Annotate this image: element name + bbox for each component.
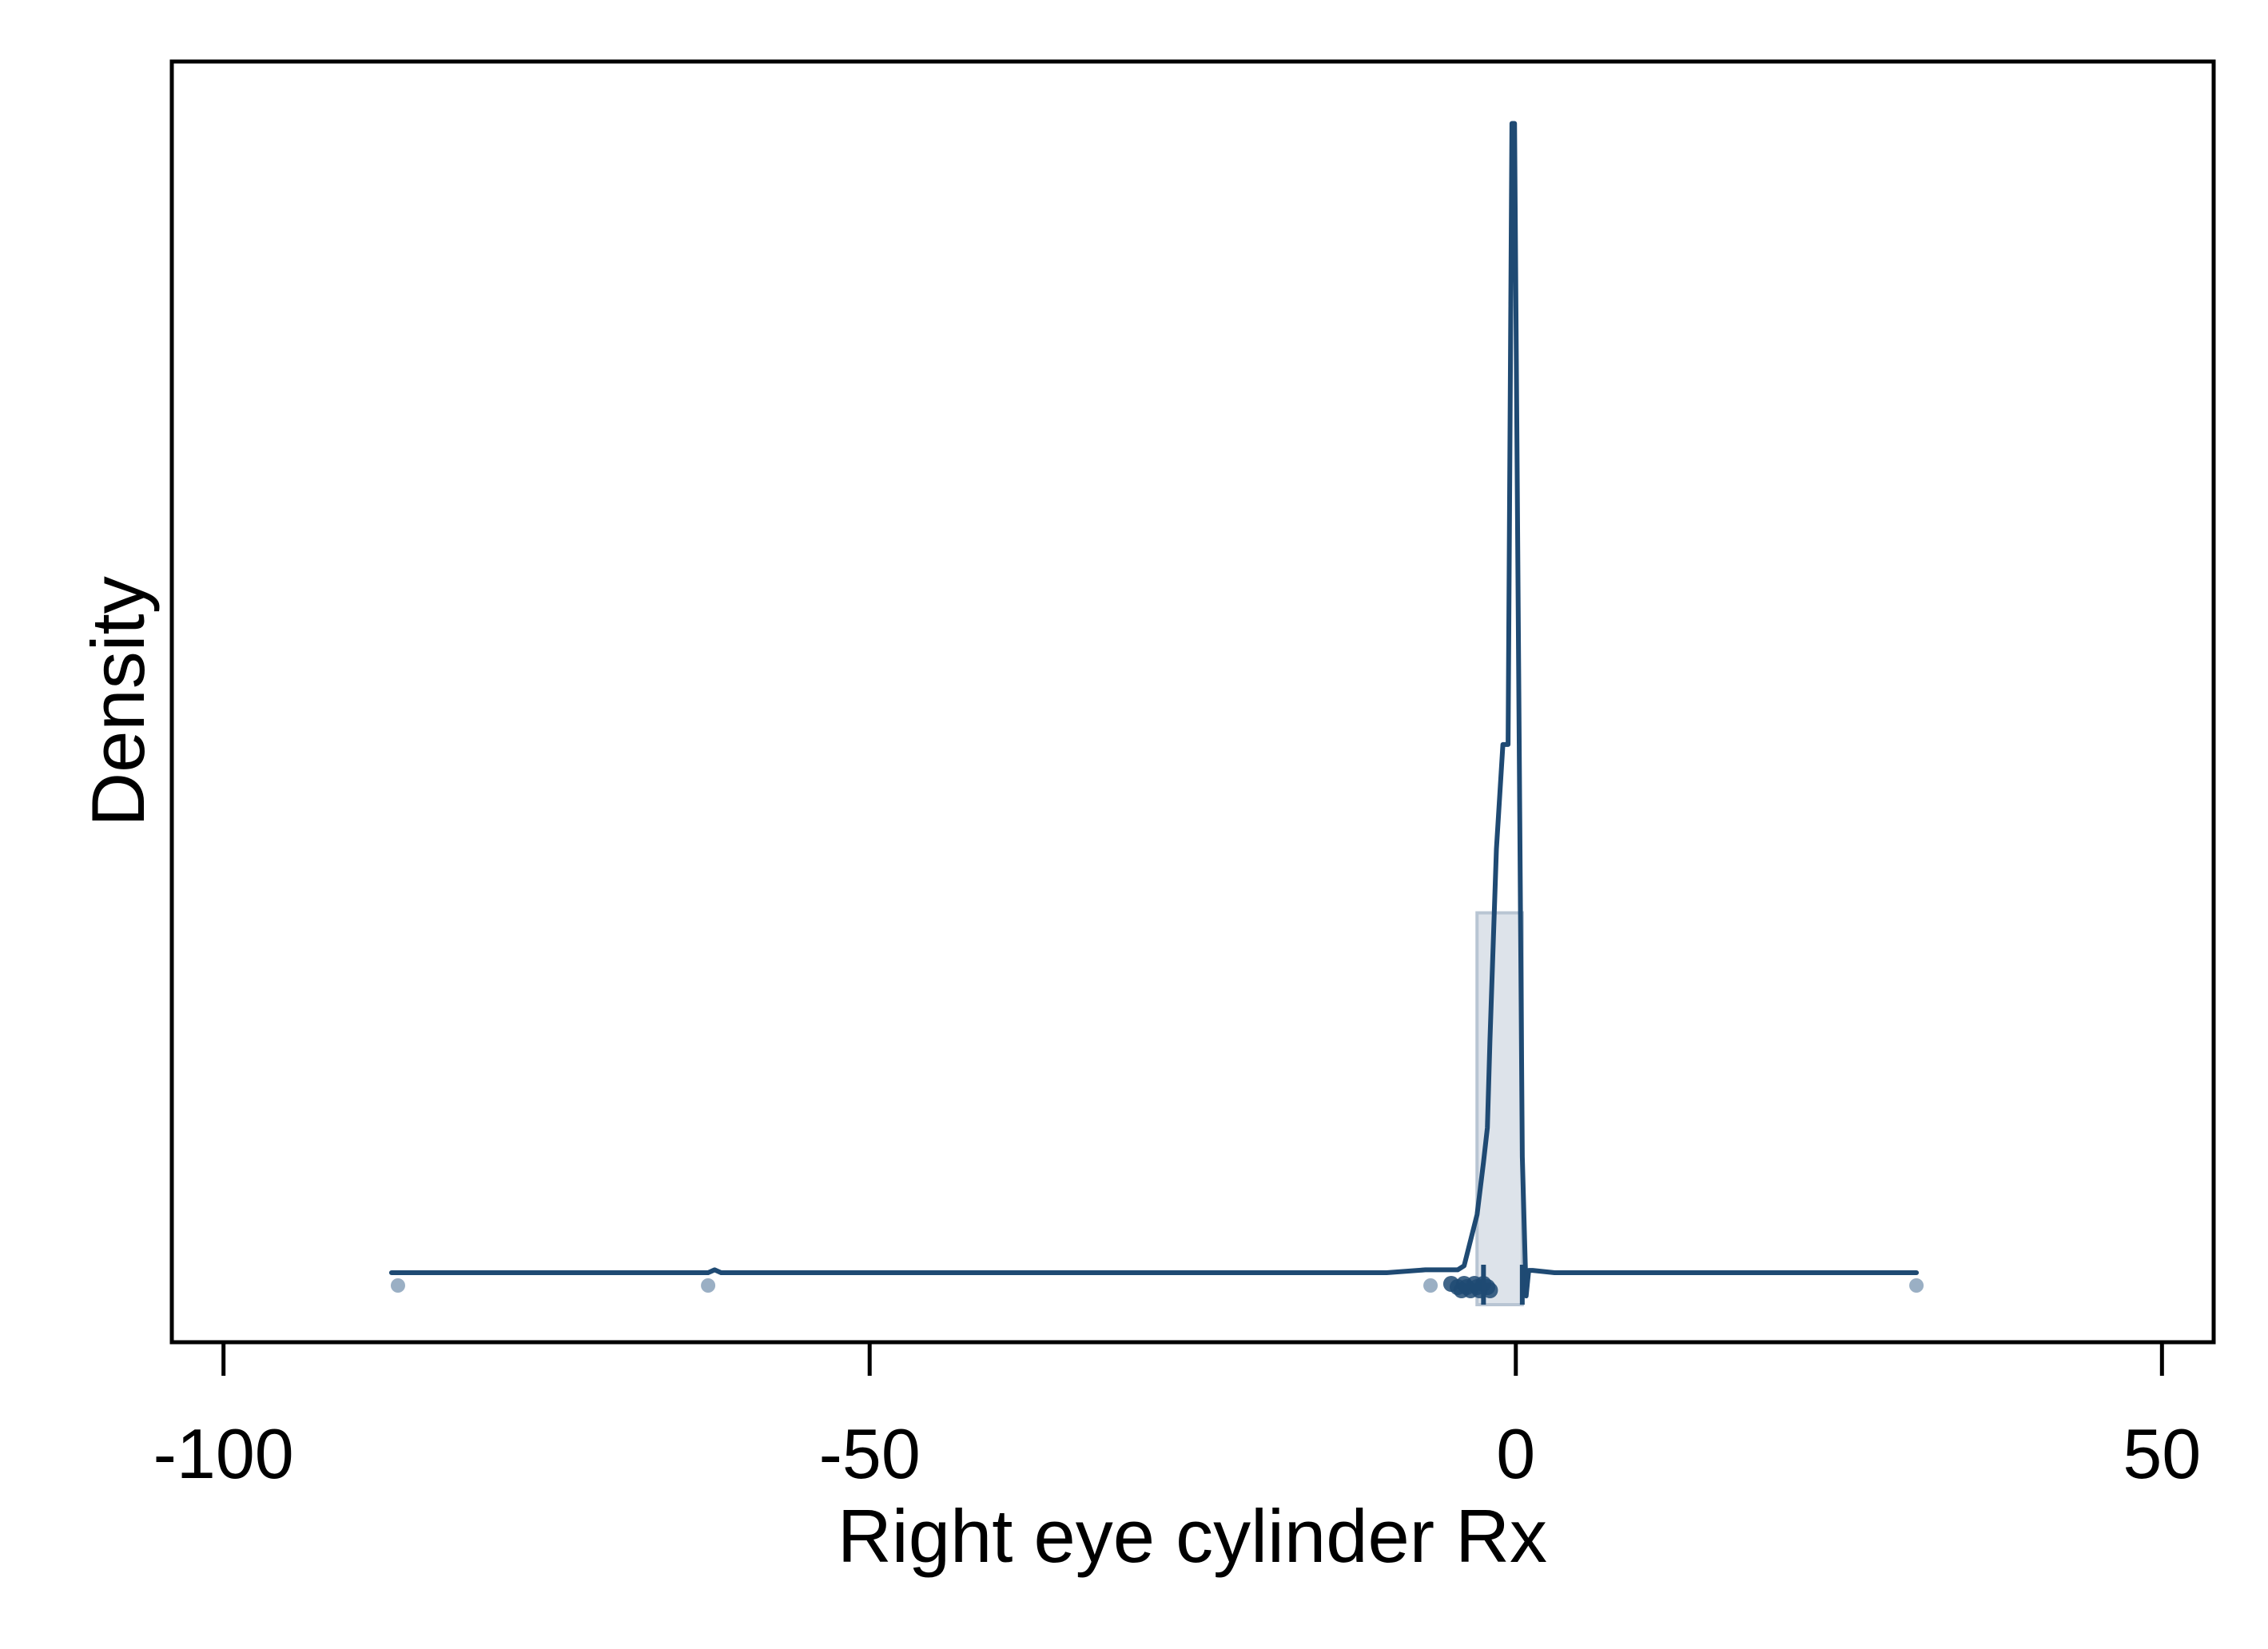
marker-layer — [390, 1265, 1924, 1305]
histogram-layer — [1475, 911, 1524, 1306]
outlier-point — [390, 1278, 405, 1293]
x-axis-title: Right eye cylinder Rx — [838, 1494, 1547, 1578]
x-tick-label: 50 — [2123, 1414, 2201, 1493]
x-tick-label: -50 — [819, 1414, 921, 1493]
outlier-point — [701, 1278, 716, 1293]
histogram-bar — [1475, 911, 1524, 1306]
y-axis-title: Density — [76, 576, 160, 826]
density-curve-layer — [388, 121, 1920, 1299]
x-axis: -100 -50 0 50 — [153, 1342, 2201, 1493]
outlier-point — [1909, 1278, 1924, 1293]
x-tick-label: -100 — [153, 1414, 294, 1493]
outlier-point — [1423, 1278, 1438, 1293]
x-tick-label: 0 — [1496, 1414, 1535, 1493]
rug-point — [1482, 1282, 1498, 1298]
plot-frame — [169, 59, 2216, 1345]
density-curve — [388, 121, 1920, 1299]
